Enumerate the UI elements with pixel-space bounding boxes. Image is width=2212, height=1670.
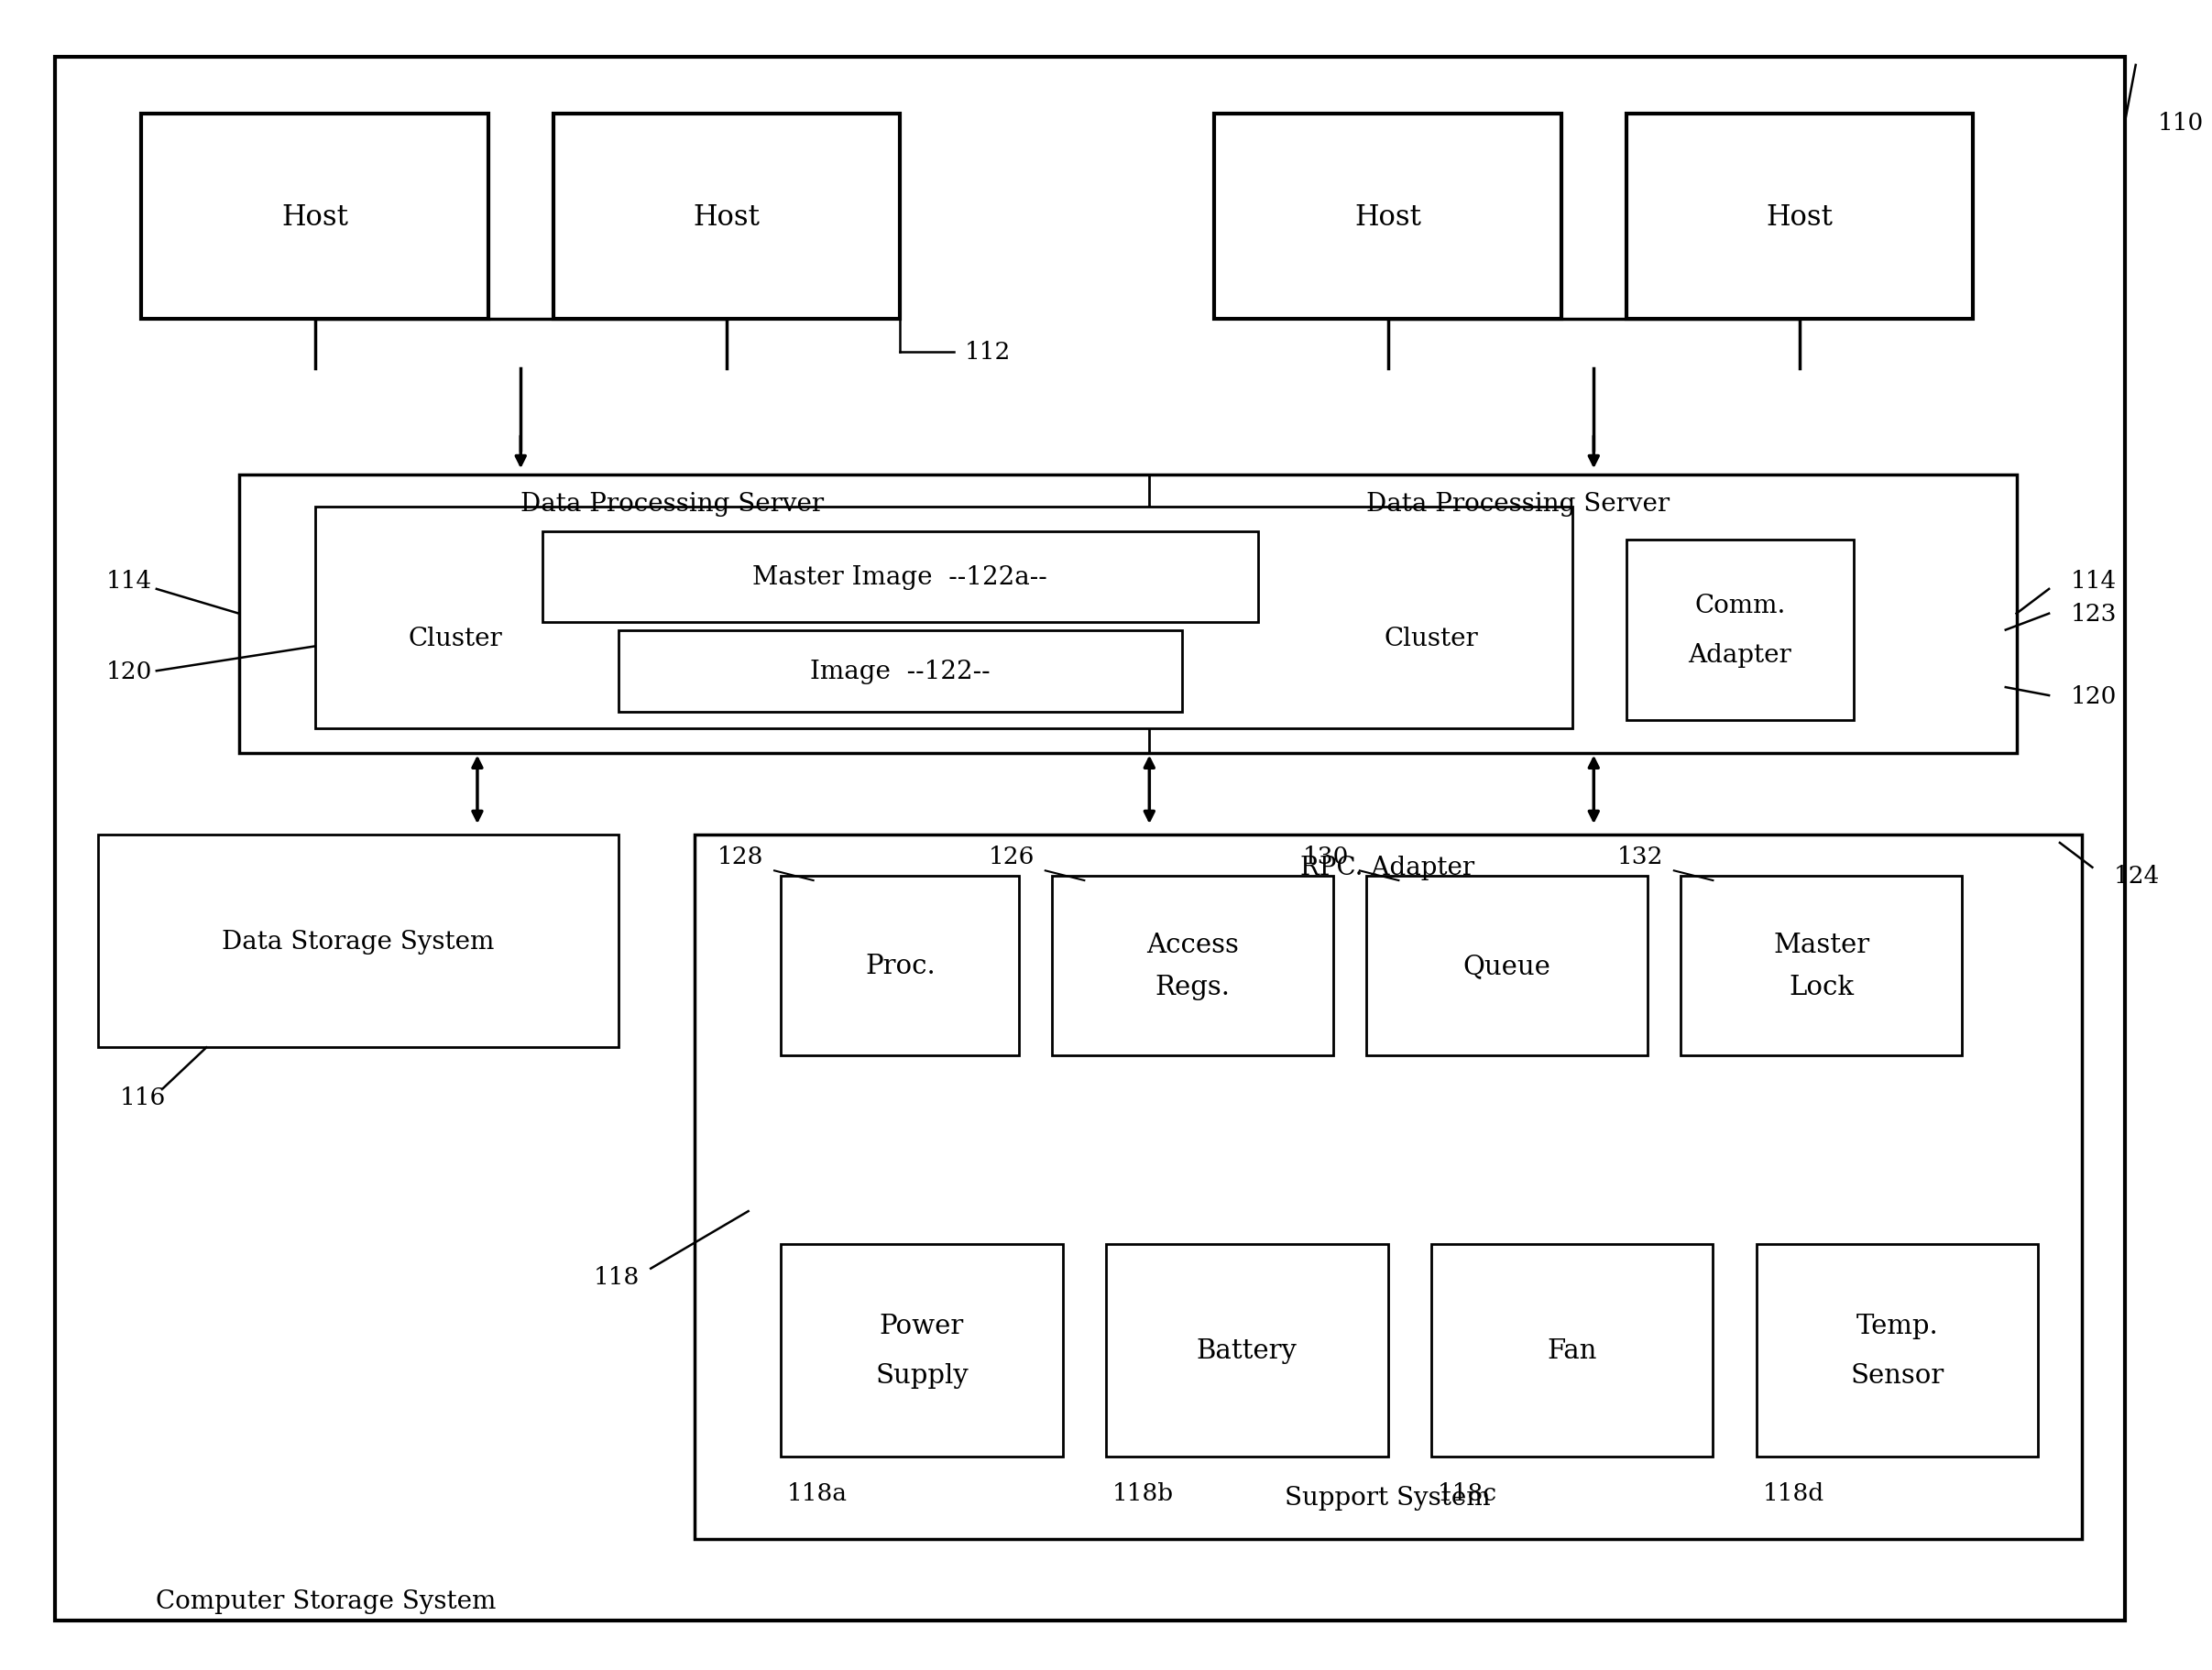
Text: Fan: Fan [1546,1338,1597,1363]
FancyBboxPatch shape [55,57,2126,1620]
Text: Data Storage System: Data Storage System [221,929,493,954]
FancyBboxPatch shape [97,835,619,1047]
Text: 126: 126 [989,845,1035,868]
FancyBboxPatch shape [142,115,489,319]
Text: 114: 114 [106,569,153,593]
FancyBboxPatch shape [695,835,2081,1538]
FancyBboxPatch shape [1626,115,1973,319]
Text: Sensor: Sensor [1851,1363,1944,1388]
Text: 116: 116 [119,1086,166,1109]
Text: Power: Power [880,1313,964,1339]
Text: Computer Storage System: Computer Storage System [155,1588,495,1613]
FancyBboxPatch shape [1367,875,1648,1055]
Text: Host: Host [1354,204,1420,232]
Text: 120: 120 [106,660,153,683]
FancyBboxPatch shape [1626,541,1854,720]
Text: Host: Host [692,204,761,232]
Text: Data Processing Server: Data Processing Server [520,493,825,516]
Text: Adapter: Adapter [1688,643,1792,668]
Text: 118d: 118d [1763,1481,1825,1505]
Text: Host: Host [281,204,347,232]
Text: Cluster: Cluster [1385,626,1478,651]
Text: 110: 110 [2157,112,2203,135]
Text: 120: 120 [2070,685,2117,708]
Text: Image  --122--: Image --122-- [810,660,991,683]
Text: 118: 118 [593,1266,639,1288]
Text: 124: 124 [2115,865,2161,887]
Text: Proc.: Proc. [865,954,936,979]
Text: 112: 112 [964,341,1011,364]
FancyBboxPatch shape [553,115,900,319]
Text: Host: Host [1767,204,1834,232]
FancyBboxPatch shape [1431,1244,1712,1456]
FancyBboxPatch shape [1053,875,1334,1055]
FancyBboxPatch shape [1756,1244,2037,1456]
Text: Data Processing Server: Data Processing Server [1367,493,1670,516]
Text: 132: 132 [1617,845,1663,868]
Text: 118a: 118a [787,1481,847,1505]
FancyBboxPatch shape [314,508,1573,728]
FancyBboxPatch shape [239,474,2017,753]
FancyBboxPatch shape [1106,1244,1387,1456]
Text: Comm.: Comm. [1694,593,1785,618]
FancyBboxPatch shape [1214,115,1562,319]
Text: Access: Access [1146,932,1239,957]
Text: 118c: 118c [1438,1481,1498,1505]
Text: Lock: Lock [1790,974,1854,1000]
Text: 130: 130 [1303,845,1349,868]
Text: Master Image  --122a--: Master Image --122a-- [752,564,1048,590]
Text: 118b: 118b [1113,1481,1175,1505]
Text: Supply: Supply [876,1363,969,1388]
Text: 128: 128 [717,845,763,868]
Text: 114: 114 [2070,569,2117,593]
Text: Regs.: Regs. [1155,974,1230,1000]
Text: Temp.: Temp. [1856,1313,1938,1339]
Text: Master: Master [1774,932,1869,957]
FancyBboxPatch shape [1681,875,1962,1055]
FancyBboxPatch shape [542,533,1259,623]
FancyBboxPatch shape [781,875,1020,1055]
FancyBboxPatch shape [781,1244,1062,1456]
Text: Support System: Support System [1285,1485,1491,1510]
Text: Cluster: Cluster [409,626,502,651]
Text: RPC. Adapter: RPC. Adapter [1301,855,1475,880]
Text: 123: 123 [2070,603,2117,626]
Text: Battery: Battery [1197,1338,1296,1363]
FancyBboxPatch shape [619,630,1181,711]
Text: Queue: Queue [1462,954,1551,979]
